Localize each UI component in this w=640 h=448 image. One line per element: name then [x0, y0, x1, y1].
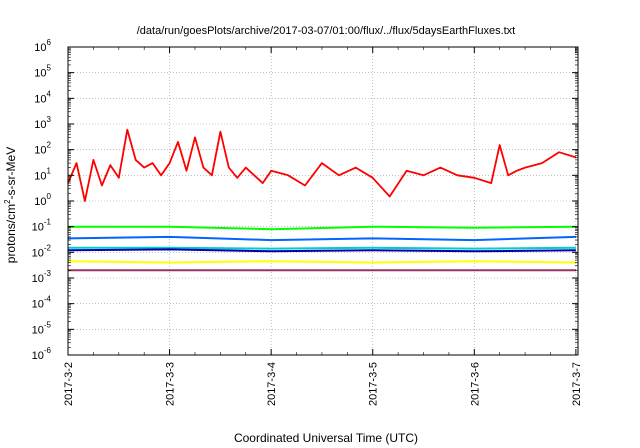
series-line-6	[67, 260, 576, 264]
y-axis-label: protons/cm2-s-sr-MeV	[3, 147, 18, 263]
x-tick-label: 2017-3-4	[266, 362, 278, 406]
y-tick-exponent: 2	[47, 141, 52, 150]
series-line-5	[67, 248, 576, 253]
y-tick-exponent: -2	[44, 243, 52, 252]
y-tick-label: 10-2	[32, 243, 52, 259]
series-line-2	[68, 225, 576, 231]
y-tick-exponent: -6	[44, 346, 52, 355]
y-tick-base: 10	[32, 247, 44, 259]
y-tick-label: 102	[34, 141, 51, 157]
grid-lines	[68, 47, 578, 355]
y-tick-exponent: -4	[44, 295, 52, 304]
x-tick-label: 2017-3-7	[571, 362, 583, 406]
y-tick-label: 106	[34, 38, 51, 54]
y-tick-label: 103	[34, 115, 51, 131]
y-tick-exponent: 5	[47, 64, 52, 73]
y-tick-labels: 10610510410310210110010-110-210-310-410-…	[32, 38, 52, 362]
series-line-1	[67, 128, 577, 202]
x-tick-label: 2017-3-5	[368, 362, 380, 406]
y-tick-base: 10	[34, 93, 46, 105]
x-tick-label: 2017-3-2	[63, 362, 75, 406]
x-axis-label: Coordinated Universal Time (UTC)	[234, 431, 418, 445]
y-tick-base: 10	[34, 196, 46, 208]
x-tick-label: 2017-3-6	[469, 362, 481, 406]
y-tick-exponent: 0	[47, 192, 52, 201]
y-tick-base: 10	[34, 170, 46, 182]
y-tick-label: 10-6	[32, 346, 52, 362]
y-tick-label: 10-3	[32, 269, 52, 285]
y-axis-label-base: protons/cm	[4, 204, 18, 263]
y-tick-exponent: -3	[44, 269, 52, 278]
series-line-4	[68, 246, 576, 250]
y-tick-exponent: 4	[47, 89, 52, 98]
y-tick-exponent: 6	[47, 38, 52, 47]
y-tick-label: 10-5	[32, 320, 52, 336]
y-tick-label: 100	[34, 192, 51, 208]
y-axis-label-rest: -s-sr-MeV	[4, 147, 18, 200]
y-tick-exponent: 1	[47, 166, 52, 175]
y-tick-label: 104	[34, 89, 51, 105]
y-tick-base: 10	[32, 350, 44, 362]
y-tick-label: 10-1	[32, 218, 52, 234]
y-tick-label: 105	[34, 64, 51, 80]
x-tick-labels: 2017-3-2 2017-3-3 2017-3-4 2017-3-5 2017-3-6…	[63, 362, 583, 406]
series-line-3	[67, 235, 576, 242]
y-tick-base: 10	[34, 68, 46, 80]
y-tick-base: 10	[34, 42, 46, 54]
y-tick-exponent: -5	[44, 320, 52, 329]
y-tick-label: 10-4	[32, 295, 52, 311]
chart-title: /data/run/goesPlots/archive/2017-03-07/0…	[137, 25, 516, 37]
y-tick-base: 10	[32, 299, 44, 311]
y-tick-label: 101	[34, 166, 51, 182]
y-axis-label-superscript: 2	[3, 199, 12, 204]
data-series	[67, 128, 577, 272]
y-tick-base: 10	[32, 273, 44, 285]
y-tick-exponent: -1	[44, 218, 52, 227]
y-tick-base: 10	[32, 324, 44, 336]
tick-marks	[67, 46, 578, 356]
y-tick-base: 10	[32, 222, 44, 234]
y-tick-base: 10	[34, 119, 46, 131]
x-tick-label: 2017-3-3	[165, 362, 177, 406]
y-tick-exponent: 3	[47, 115, 52, 124]
y-tick-base: 10	[34, 145, 46, 157]
